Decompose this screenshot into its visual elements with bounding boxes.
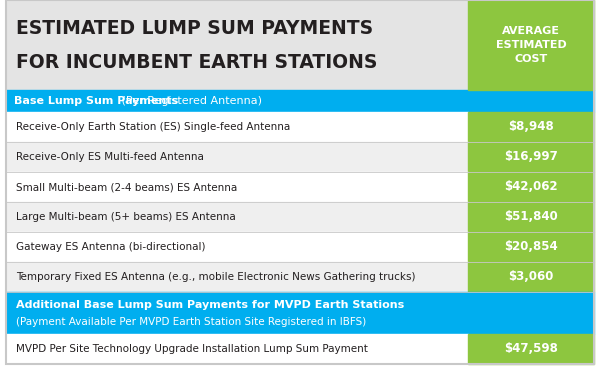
Text: AVERAGE
ESTIMATED
COST: AVERAGE ESTIMATED COST	[496, 26, 566, 64]
Text: Temporary Fixed ES Antenna (e.g., mobile Electronic News Gathering trucks): Temporary Fixed ES Antenna (e.g., mobile…	[16, 272, 415, 282]
Bar	[6, 292, 594, 334]
Text: $8,948: $8,948	[508, 120, 554, 134]
Text: $51,840: $51,840	[504, 210, 558, 224]
Text: (Payment Available Per MVPD Earth Station Site Registered in IBFS): (Payment Available Per MVPD Earth Statio…	[16, 317, 366, 327]
Text: (Per Registered Antenna): (Per Registered Antenna)	[118, 96, 262, 106]
Bar	[6, 0, 594, 90]
Bar	[468, 0, 594, 90]
Text: FOR INCUMBENT EARTH STATIONS: FOR INCUMBENT EARTH STATIONS	[16, 53, 377, 72]
Text: Small Multi-beam (2-4 beams) ES Antenna: Small Multi-beam (2-4 beams) ES Antenna	[16, 182, 237, 192]
Bar	[468, 202, 594, 232]
Bar	[6, 142, 468, 172]
Text: Receive-Only Earth Station (ES) Single-feed Antenna: Receive-Only Earth Station (ES) Single-f…	[16, 122, 290, 132]
Text: Base Lump Sum Payments: Base Lump Sum Payments	[14, 96, 178, 106]
Bar	[468, 334, 594, 364]
Text: ESTIMATED LUMP SUM PAYMENTS: ESTIMATED LUMP SUM PAYMENTS	[16, 19, 373, 38]
Text: $42,062: $42,062	[504, 180, 558, 194]
Bar	[468, 172, 594, 202]
Bar	[6, 172, 468, 202]
Bar	[468, 232, 594, 262]
Bar	[6, 232, 468, 262]
Text: $16,997: $16,997	[504, 150, 558, 164]
Bar	[468, 142, 594, 172]
Bar	[6, 334, 468, 364]
Text: Large Multi-beam (5+ beams) ES Antenna: Large Multi-beam (5+ beams) ES Antenna	[16, 212, 236, 222]
Bar	[6, 90, 594, 112]
Text: $47,598: $47,598	[504, 343, 558, 355]
Text: $3,060: $3,060	[508, 270, 554, 284]
Bar	[6, 112, 468, 142]
Text: MVPD Per Site Technology Upgrade Installation Lump Sum Payment: MVPD Per Site Technology Upgrade Install…	[16, 344, 368, 354]
Text: Additional Base Lump Sum Payments for MVPD Earth Stations: Additional Base Lump Sum Payments for MV…	[16, 300, 404, 310]
Bar	[468, 112, 594, 142]
Text: Gateway ES Antenna (bi-directional): Gateway ES Antenna (bi-directional)	[16, 242, 205, 252]
Text: Receive-Only ES Multi-feed Antenna: Receive-Only ES Multi-feed Antenna	[16, 152, 204, 162]
Text: $20,854: $20,854	[504, 240, 558, 254]
Bar	[6, 202, 468, 232]
Bar	[6, 262, 468, 292]
Bar	[468, 262, 594, 292]
